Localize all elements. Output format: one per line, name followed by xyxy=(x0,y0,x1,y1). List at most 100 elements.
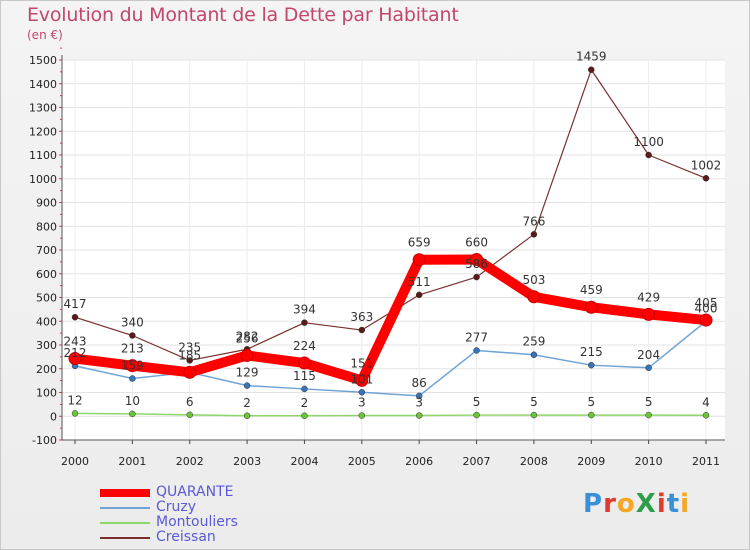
data-label-creissan: 394 xyxy=(293,303,316,317)
data-point-montouliers xyxy=(243,412,251,420)
data-point-creissan xyxy=(530,231,538,238)
logo-letter: o xyxy=(616,489,636,519)
data-label-quarante: 659 xyxy=(408,236,431,250)
series-layer xyxy=(68,66,713,420)
data-point-montouliers xyxy=(415,412,423,419)
legend-label: QUARANTE xyxy=(156,484,234,500)
x-tick-label: 2003 xyxy=(233,455,261,468)
x-tick-label: 2002 xyxy=(176,455,204,468)
data-label-quarante: 213 xyxy=(121,342,144,356)
data-point-quarante xyxy=(355,373,369,387)
data-point-montouliers xyxy=(530,411,538,419)
data-point-montouliers xyxy=(129,410,136,418)
logo-letter: P xyxy=(583,489,604,519)
data-point-montouliers xyxy=(473,411,480,419)
data-point-quarante xyxy=(699,313,713,327)
y-tick-label: 600 xyxy=(36,268,57,281)
data-label-quarante: 151 xyxy=(350,356,373,370)
data-label-montouliers: 3 xyxy=(358,396,366,410)
data-point-montouliers xyxy=(645,411,652,419)
data-point-quarante xyxy=(527,290,541,304)
y-tick-label: 0 xyxy=(50,410,57,423)
data-point-cruzy xyxy=(415,392,423,400)
data-point-creissan xyxy=(358,326,366,334)
data-point-creissan xyxy=(473,273,480,281)
y-tick-label: 100 xyxy=(36,387,57,400)
grid-lines xyxy=(62,59,725,441)
y-tick-label: 700 xyxy=(36,244,57,257)
data-label-quarante: 256 xyxy=(236,331,259,345)
plot-area: -100 0 100 200 300 400 500 600 700 800 900 1000 1100… xyxy=(29,47,725,468)
data-label-cruzy: 212 xyxy=(64,346,87,360)
data-label-creissan: 511 xyxy=(408,275,431,289)
data-label-creissan: 1459 xyxy=(576,50,607,64)
data-label-creissan: 235 xyxy=(178,340,201,354)
data-label-montouliers: 5 xyxy=(645,395,653,409)
data-label-creissan: 363 xyxy=(350,310,373,324)
data-point-creissan xyxy=(129,332,136,339)
data-label-cruzy: 215 xyxy=(580,345,603,359)
data-point-cruzy xyxy=(645,364,652,372)
y-tick-label: 1200 xyxy=(29,125,57,138)
data-label-cruzy: 129 xyxy=(236,366,259,380)
data-label-quarante: 224 xyxy=(293,339,316,353)
data-label-cruzy: 86 xyxy=(412,376,427,390)
data-point-montouliers xyxy=(588,411,595,419)
data-label-creissan: 282 xyxy=(236,329,259,343)
data-point-creissan xyxy=(301,319,308,326)
data-label-creissan: 417 xyxy=(64,297,87,311)
x-tick-label: 2006 xyxy=(405,455,433,468)
data-label-montouliers: 5 xyxy=(530,395,538,409)
y-tick-label: 800 xyxy=(36,220,57,233)
data-point-creissan xyxy=(702,175,710,182)
data-point-quarante xyxy=(125,359,139,373)
data-label-quarante: 405 xyxy=(695,296,718,310)
chart-unit: (en €) xyxy=(27,28,63,42)
legend-swatch xyxy=(100,489,150,497)
x-tick-label: 2008 xyxy=(520,455,548,468)
data-point-quarante xyxy=(68,352,82,366)
data-label-quarante: 503 xyxy=(522,273,545,287)
data-point-quarante xyxy=(183,365,197,379)
legend-label: Cruzy xyxy=(156,499,197,515)
logo-letter: i xyxy=(680,489,691,519)
proxiti-logo: ProXiti xyxy=(583,489,690,519)
x-tick-label: 2005 xyxy=(348,455,376,468)
y-tick-label: 400 xyxy=(36,315,57,328)
data-label-creissan: 1002 xyxy=(691,158,722,172)
data-label-montouliers: 5 xyxy=(473,395,481,409)
x-tick-label: 2007 xyxy=(463,455,491,468)
data-label-creissan: 586 xyxy=(465,257,488,271)
data-label-montouliers: 12 xyxy=(67,393,82,407)
legend-swatch xyxy=(100,522,150,524)
data-label-cruzy: 115 xyxy=(293,369,316,383)
series-line-montouliers xyxy=(74,412,707,417)
data-point-quarante xyxy=(584,300,598,314)
y-tick-label: 900 xyxy=(36,197,57,210)
y-tick-label: 1500 xyxy=(29,54,57,67)
data-point-montouliers xyxy=(301,412,308,420)
data-label-creissan: 340 xyxy=(121,316,144,330)
data-point-cruzy xyxy=(129,375,136,382)
data-point-cruzy xyxy=(301,385,308,393)
data-label-montouliers: 2 xyxy=(301,396,309,410)
data-label-quarante: 660 xyxy=(465,236,488,250)
data-label-montouliers: 6 xyxy=(186,395,194,409)
data-point-montouliers xyxy=(702,412,710,419)
data-label-creissan: 1100 xyxy=(633,135,664,149)
legend-swatch xyxy=(100,537,150,539)
data-label-cruzy: 400 xyxy=(695,301,718,315)
data-point-creissan xyxy=(186,357,193,364)
data-point-quarante xyxy=(642,307,656,321)
x-tick-label: 2009 xyxy=(577,455,605,468)
data-label-quarante: 429 xyxy=(637,290,660,304)
data-point-quarante xyxy=(297,356,311,370)
data-point-creissan xyxy=(645,151,652,159)
series-line-quarante xyxy=(74,254,707,386)
y-tick-label: -100 xyxy=(32,434,57,447)
data-label-cruzy: 277 xyxy=(465,330,488,344)
legend-label: Creissan xyxy=(156,529,216,545)
data-label-creissan: 766 xyxy=(522,214,545,228)
data-point-cruzy xyxy=(530,351,538,358)
